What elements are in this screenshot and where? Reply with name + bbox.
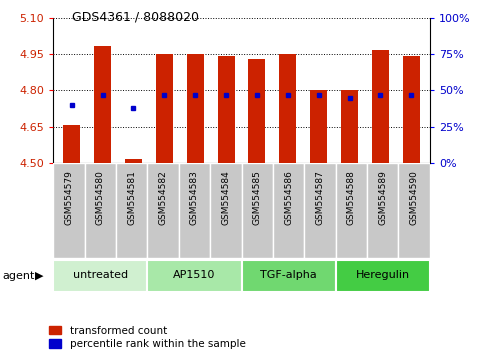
Text: TGF-alpha: TGF-alpha: [260, 270, 317, 280]
Bar: [310, 90, 327, 163]
Bar: [273, 163, 304, 258]
Text: GSM554584: GSM554584: [221, 171, 230, 225]
Bar: [85, 163, 116, 258]
Bar: [156, 54, 173, 163]
Bar: [53, 260, 147, 292]
Text: GSM554581: GSM554581: [127, 171, 136, 225]
Text: GDS4361 / 8088020: GDS4361 / 8088020: [72, 11, 199, 24]
Bar: [147, 260, 242, 292]
Bar: [398, 163, 430, 258]
Text: untreated: untreated: [72, 270, 128, 280]
Bar: [341, 90, 358, 163]
Text: GSM554589: GSM554589: [378, 171, 387, 225]
Bar: [116, 163, 147, 258]
Bar: [210, 163, 242, 258]
Bar: [304, 163, 336, 258]
Bar: [217, 56, 235, 163]
Bar: [147, 163, 179, 258]
Bar: [63, 125, 80, 163]
Text: agent: agent: [2, 271, 35, 281]
Bar: [248, 59, 266, 163]
Text: GSM554582: GSM554582: [158, 171, 168, 225]
Legend: transformed count, percentile rank within the sample: transformed count, percentile rank withi…: [49, 326, 245, 349]
Bar: [403, 56, 420, 163]
Bar: [367, 163, 398, 258]
Text: GSM554579: GSM554579: [64, 171, 73, 225]
Text: ▶: ▶: [35, 271, 44, 281]
Bar: [242, 163, 273, 258]
Text: Heregulin: Heregulin: [355, 270, 410, 280]
Text: GSM554587: GSM554587: [315, 171, 325, 225]
Text: GSM554585: GSM554585: [253, 171, 262, 225]
Text: AP1510: AP1510: [173, 270, 215, 280]
Text: GSM554590: GSM554590: [410, 171, 419, 225]
Text: GSM554583: GSM554583: [190, 171, 199, 225]
Bar: [179, 163, 210, 258]
Bar: [372, 50, 389, 163]
Bar: [336, 163, 367, 258]
Bar: [94, 46, 111, 163]
Bar: [242, 260, 336, 292]
Text: GSM554580: GSM554580: [96, 171, 105, 225]
Bar: [125, 159, 142, 163]
Text: GSM554586: GSM554586: [284, 171, 293, 225]
Bar: [279, 54, 296, 163]
Bar: [53, 163, 85, 258]
Bar: [187, 55, 204, 163]
Text: GSM554588: GSM554588: [347, 171, 356, 225]
Bar: [336, 260, 430, 292]
